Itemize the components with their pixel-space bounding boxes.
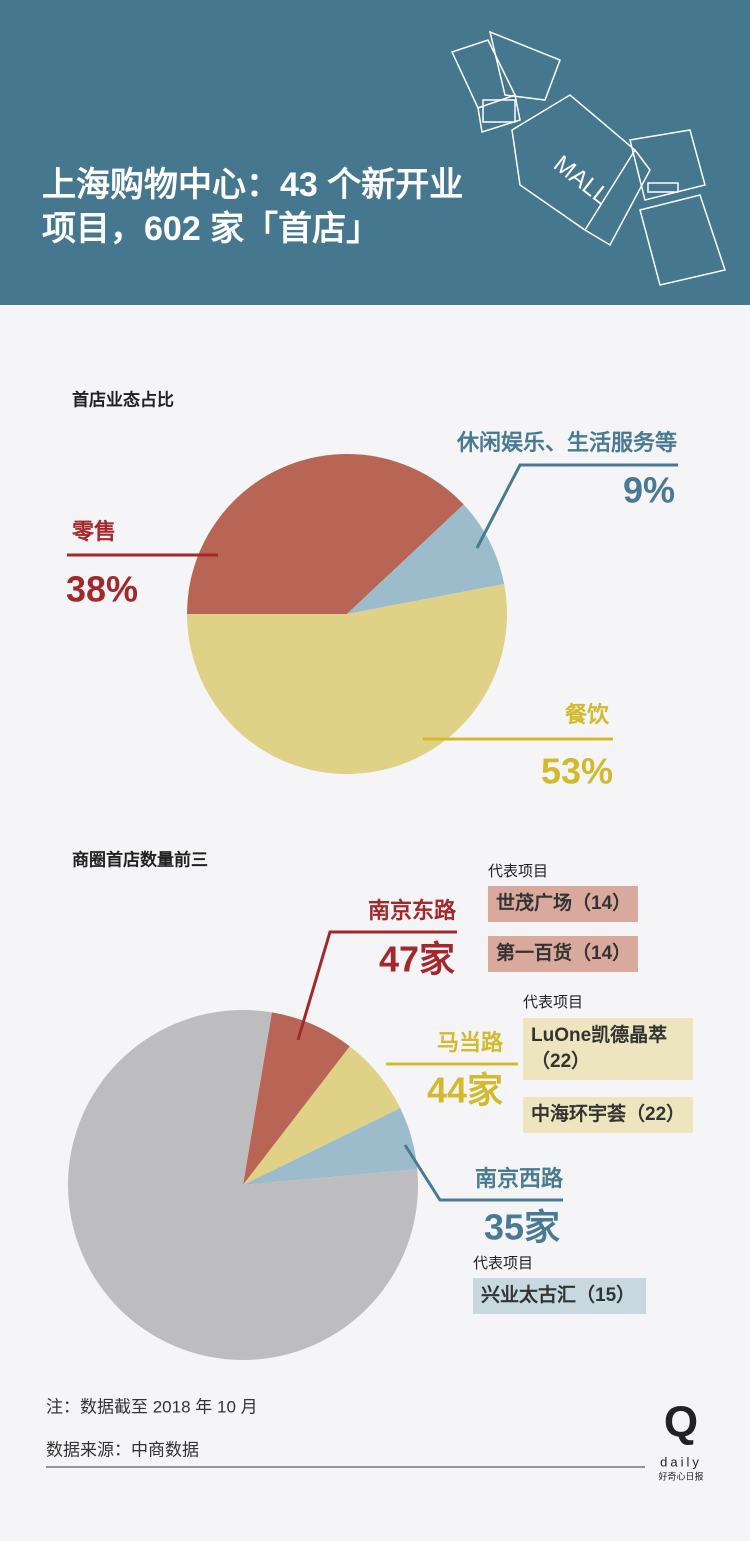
slice-label: 餐饮 xyxy=(565,702,610,727)
slice-label: 马当路 xyxy=(437,1030,504,1055)
value-label: 44家 xyxy=(427,1070,503,1111)
projects-heading: 代表项目 xyxy=(523,994,583,1011)
value-label: 53% xyxy=(541,751,613,792)
pie-slice xyxy=(187,584,507,774)
slice-label: 休闲娱乐、生活服务等 xyxy=(456,430,677,455)
logo-mark: Q xyxy=(664,1398,698,1447)
value-label: 9% xyxy=(623,470,675,511)
project-tag: 世茂广场（14） xyxy=(488,886,638,922)
pie-slice xyxy=(68,1010,419,1360)
pie-slice xyxy=(347,504,505,614)
slice-label: 零售 xyxy=(71,519,116,544)
footnote: 注：数据截至 2018 年 10 月 xyxy=(46,1397,258,1416)
logo-word: daily xyxy=(660,1454,702,1469)
project-tag: 中海环宇荟（22） xyxy=(523,1097,693,1133)
pie-slice xyxy=(243,1108,418,1185)
header-title: 上海购物中心：43 个新开业 xyxy=(42,166,463,204)
pie-slice xyxy=(187,454,464,614)
chart-title: 首店业态占比 xyxy=(72,389,174,409)
slice-label: 南京东路 xyxy=(368,898,457,923)
project-tag: 第一百货（14） xyxy=(488,936,638,972)
project-tag: LuOne凯德晶萃（22） xyxy=(523,1018,693,1080)
pie-slice xyxy=(243,1046,401,1185)
projects-heading: 代表项目 xyxy=(488,863,548,880)
header-title: 项目，602 家「首店」 xyxy=(42,210,380,248)
logo-name: 好奇心日报 xyxy=(658,1470,703,1481)
value-label: 38% xyxy=(66,569,138,610)
chart-title: 商圈首店数量前三 xyxy=(72,849,208,869)
project-tag: 兴业太古汇（15） xyxy=(473,1278,646,1314)
header-bg xyxy=(0,0,750,305)
leader-line xyxy=(475,463,678,549)
leader-line xyxy=(403,1144,563,1202)
pie-slice xyxy=(243,1012,350,1185)
projects-heading: 代表项目 xyxy=(473,1255,533,1272)
slice-label: 南京西路 xyxy=(475,1166,564,1191)
source: 数据来源：中商数据 xyxy=(46,1440,199,1459)
value-label: 35家 xyxy=(484,1207,560,1248)
value-label: 47家 xyxy=(379,939,455,980)
leader-line xyxy=(296,930,457,1041)
